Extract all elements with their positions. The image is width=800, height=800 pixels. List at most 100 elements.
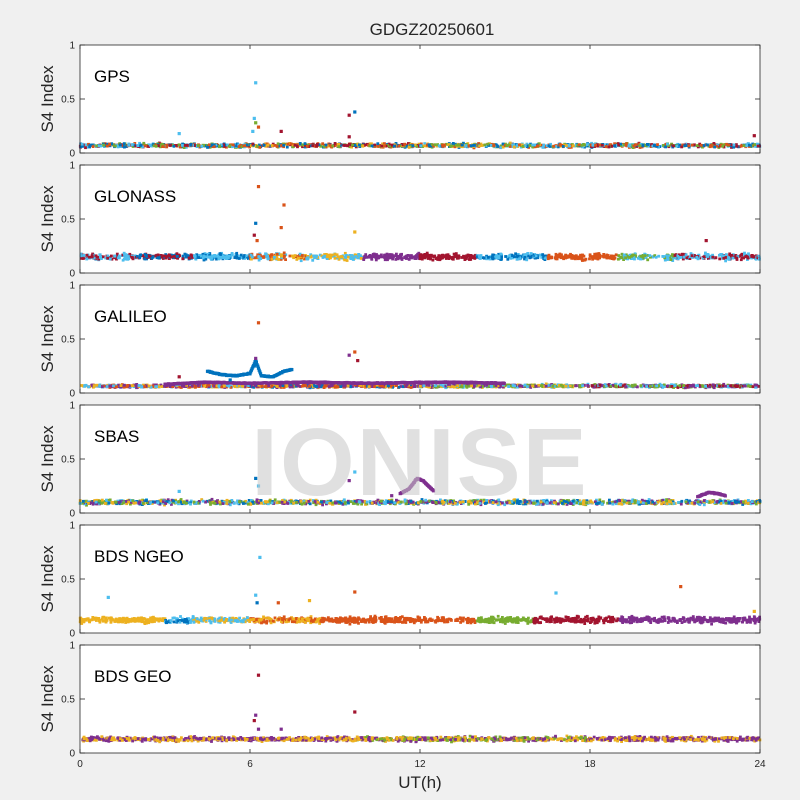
data-point	[315, 144, 318, 148]
data-point	[706, 384, 710, 388]
data-point	[202, 254, 206, 258]
data-point	[291, 254, 294, 258]
data-point	[554, 145, 558, 148]
data-point	[520, 384, 523, 388]
data-point	[467, 384, 471, 388]
data-point	[477, 142, 480, 145]
data-point	[628, 143, 632, 147]
data-point	[405, 383, 409, 387]
data-point	[721, 384, 725, 388]
data-point	[624, 256, 627, 260]
data-point	[662, 144, 665, 147]
data-point	[561, 145, 565, 148]
data-point	[98, 253, 102, 257]
data-point	[99, 144, 103, 148]
data-point	[220, 385, 223, 389]
data-point	[96, 256, 99, 259]
data-point	[336, 255, 340, 259]
data-point	[168, 257, 171, 260]
data-point	[713, 384, 717, 388]
data-point	[581, 253, 584, 257]
data-point	[225, 385, 229, 389]
data-point	[385, 384, 388, 387]
data-point	[391, 257, 394, 261]
data-point	[244, 144, 248, 148]
data-point	[509, 384, 512, 388]
data-point	[203, 384, 206, 388]
data-point	[604, 145, 608, 148]
data-point	[114, 257, 118, 260]
data-point	[141, 254, 145, 257]
data-point	[343, 144, 347, 147]
data-point	[481, 256, 485, 259]
data-point	[399, 385, 403, 388]
data-point	[542, 257, 546, 260]
data-point	[701, 145, 704, 149]
data-point	[511, 383, 515, 387]
data-point	[394, 258, 398, 261]
data-point	[529, 255, 533, 259]
data-point	[115, 385, 118, 389]
data-point	[653, 144, 656, 148]
data-point	[503, 144, 507, 147]
data-point	[165, 143, 169, 147]
data-point	[624, 385, 628, 389]
figure-title: GDGZ20250601	[370, 20, 495, 39]
data-point	[598, 253, 602, 257]
data-point	[233, 142, 237, 146]
data-point	[199, 254, 203, 258]
data-point	[519, 145, 523, 149]
data-point	[648, 254, 652, 257]
data-point	[276, 142, 280, 146]
data-point	[235, 255, 238, 259]
outlier-point	[752, 134, 756, 138]
data-point	[498, 500, 502, 504]
data-point	[437, 144, 441, 148]
data-point	[712, 142, 716, 145]
data-point	[283, 254, 286, 258]
outlier-point	[356, 359, 360, 363]
data-point	[335, 253, 339, 257]
data-point	[317, 143, 321, 147]
data-point	[340, 255, 344, 259]
data-point	[248, 384, 251, 387]
data-point	[525, 258, 529, 262]
data-point	[125, 385, 128, 389]
data-point	[175, 255, 179, 258]
data-point	[186, 254, 190, 257]
data-point	[671, 254, 675, 258]
data-point	[411, 144, 415, 148]
data-point	[251, 255, 254, 259]
scatter-marks	[79, 251, 761, 263]
data-point	[518, 143, 521, 147]
data-point	[682, 255, 686, 259]
data-point	[490, 143, 493, 147]
data-point	[230, 252, 234, 255]
data-point	[189, 253, 193, 257]
data-point	[163, 384, 166, 388]
data-point	[453, 385, 457, 389]
outlier-point	[177, 375, 181, 379]
data-point	[595, 254, 599, 257]
data-point	[516, 253, 520, 256]
data-point	[117, 383, 120, 387]
data-point	[603, 385, 607, 388]
data-point	[483, 143, 487, 147]
data-point	[601, 143, 604, 147]
data-point	[417, 257, 421, 260]
data-point	[137, 384, 141, 387]
data-point	[381, 142, 385, 146]
data-point	[735, 144, 739, 148]
data-point	[257, 383, 260, 387]
data-point	[709, 145, 712, 149]
data-point	[674, 256, 678, 260]
data-point	[473, 257, 477, 260]
data-point	[480, 385, 484, 388]
data-point	[704, 384, 707, 388]
data-point	[161, 254, 164, 258]
data-point	[284, 142, 288, 146]
trail-point	[250, 367, 254, 371]
data-point	[270, 253, 274, 256]
trail-point	[249, 370, 253, 374]
data-point	[456, 384, 460, 387]
